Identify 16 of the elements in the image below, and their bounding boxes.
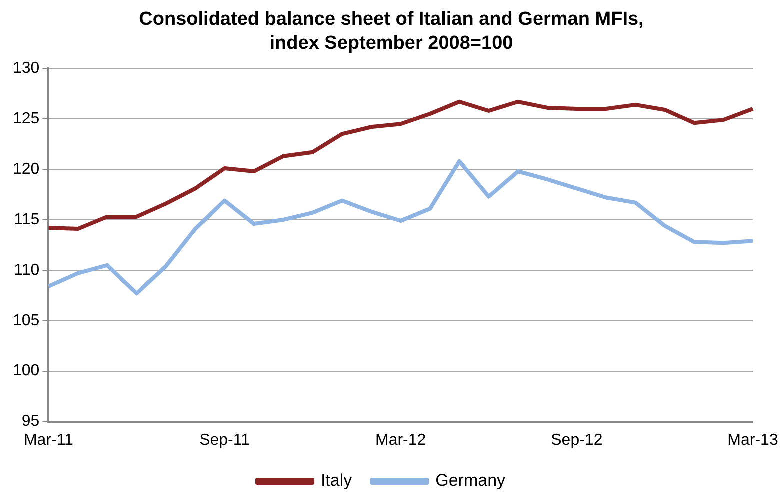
chart-title: Consolidated balance sheet of Italian and German MFIs, index September 2008=100 bbox=[138, 8, 645, 56]
legend-label: Germany bbox=[436, 471, 506, 490]
y-tick-label: 120 bbox=[12, 160, 40, 178]
legend-label: Italy bbox=[320, 471, 353, 490]
x-tick-label: Sep-12 bbox=[551, 432, 603, 449]
y-tick-label: 125 bbox=[12, 110, 40, 128]
y-tick-label: 110 bbox=[14, 262, 40, 279]
y-tick-label: 130 bbox=[12, 60, 40, 78]
x-tick-label: Mar-11 bbox=[24, 432, 74, 449]
x-tick-label: Mar-12 bbox=[376, 432, 426, 449]
y-tick-label: 95 bbox=[22, 413, 40, 430]
y-tick-label: 105 bbox=[12, 312, 40, 330]
x-tick-label: Mar-13 bbox=[728, 432, 778, 449]
y-tick-label: 100 bbox=[12, 362, 40, 380]
x-tick-label: Sep-11 bbox=[200, 432, 250, 449]
y-tick-label: 115 bbox=[14, 211, 40, 228]
